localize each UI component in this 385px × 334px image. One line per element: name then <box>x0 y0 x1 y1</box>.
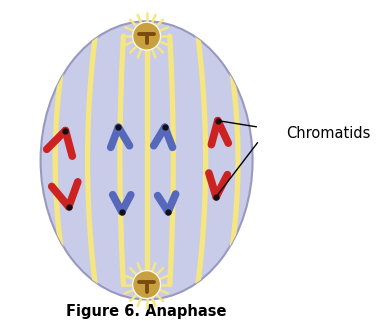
Circle shape <box>134 272 159 297</box>
Circle shape <box>133 271 161 298</box>
Circle shape <box>133 22 161 50</box>
Circle shape <box>134 24 159 49</box>
Ellipse shape <box>40 21 253 300</box>
Text: Figure 6. Anaphase: Figure 6. Anaphase <box>66 304 227 319</box>
Text: Chromatids: Chromatids <box>286 126 370 141</box>
